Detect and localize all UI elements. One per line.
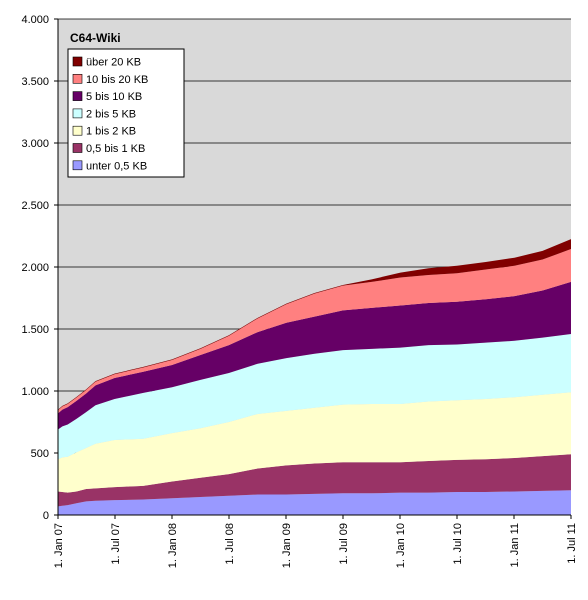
legend-swatch-3 <box>72 108 83 119</box>
y-tick-label-0: 0 <box>43 510 49 522</box>
legend-label-0: über 20 KB <box>86 57 141 69</box>
x-tick-label-6: 1. Jan 10 <box>395 523 407 568</box>
legend-label-4: 1 bis 2 KB <box>86 126 136 138</box>
y-tick-label-8: 4.000 <box>21 14 49 26</box>
x-tick-label-5: 1. Jul 09 <box>338 523 350 565</box>
x-axis-ticks: 1. Jan 07 1. Jul 07 1. Jan 08 1. Jul 08 1. J… <box>53 515 578 568</box>
legend-label-3: 2 bis 5 KB <box>86 108 136 120</box>
legend-swatch-5 <box>72 143 83 153</box>
legend-label-1: 10 bis 20 KB <box>86 74 148 86</box>
area-series-0 <box>58 490 571 515</box>
x-tick-label-4: 1. Jan 09 <box>281 523 293 568</box>
legend-swatch-0 <box>72 56 83 67</box>
area-series-3 <box>58 333 571 460</box>
legend-swatch-6 <box>72 160 83 171</box>
legend-label-2: 5 bis 10 KB <box>86 91 142 103</box>
x-tick-label-9: 1. Jul 11 <box>566 523 578 564</box>
area-series-4 <box>58 281 571 430</box>
chart-title: C64-Wiki <box>70 31 121 45</box>
area-series-2 <box>58 392 571 493</box>
legend-label-5: 0,5 bis 1 KB <box>86 143 145 155</box>
y-tick-label-4: 2.000 <box>21 262 49 274</box>
x-tick-label-8: 1. Jan 11 <box>509 523 521 567</box>
y-axis-ticks: 0 500 1.000 1.500 2.000 2.500 3.000 3.500 4.000 <box>21 14 58 522</box>
y-tick-label-2: 1.000 <box>21 386 49 398</box>
x-tick-label-7: 1. Jul 10 <box>452 523 464 565</box>
x-tick-label-1: 1. Jul 07 <box>110 523 122 565</box>
legend-box <box>67 48 185 178</box>
x-tick-label-0: 1. Jan 07 <box>53 523 65 568</box>
area-series <box>58 239 571 515</box>
legend: über 20 KB 10 bis 20 KB 5 bis 10 KB 2 bis 5… <box>67 48 185 178</box>
y-tick-label-6: 3.000 <box>21 138 49 150</box>
x-tick-label-2: 1. Jan 08 <box>167 523 179 568</box>
y-tick-label-1: 500 <box>31 448 49 460</box>
y-tick-label-7: 3.500 <box>21 76 49 88</box>
area-series-1 <box>58 454 571 507</box>
legend-swatch-2 <box>72 91 83 101</box>
y-tick-label-3: 1.500 <box>21 324 49 336</box>
legend-swatch-4 <box>72 125 83 136</box>
area-series-5 <box>58 249 571 414</box>
x-tick-label-3: 1. Jul 08 <box>224 523 236 565</box>
y-tick-label-5: 2.500 <box>21 200 49 212</box>
legend-label-6: unter 0,5 KB <box>86 160 147 172</box>
legend-swatch-1 <box>72 74 83 84</box>
